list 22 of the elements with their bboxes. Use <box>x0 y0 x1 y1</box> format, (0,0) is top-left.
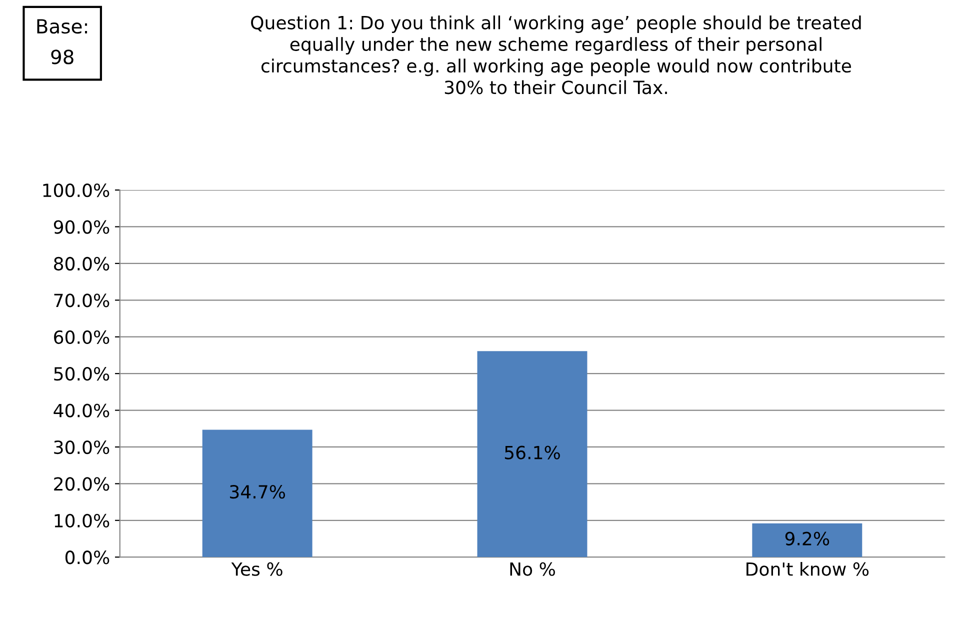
bar <box>752 523 862 558</box>
x-tick-label: Don't know % <box>746 562 869 576</box>
y-tick-label: 70.0% <box>54 294 110 308</box>
y-tick-label: 40.0% <box>54 404 110 418</box>
y-tick-label: 80.0% <box>54 256 110 271</box>
data-label: 56.1% <box>504 446 560 460</box>
y-tick-label: 50.0% <box>54 367 110 381</box>
y-tick-label: 0.0% <box>65 550 110 564</box>
y-tick-label: 30.0% <box>54 440 110 454</box>
y-tick-label: 100.0% <box>43 183 110 198</box>
y-tick-label: 20.0% <box>54 477 110 491</box>
y-tick-label: 10.0% <box>54 514 110 528</box>
y-tick-label: 90.0% <box>54 220 110 234</box>
data-label: 34.7% <box>230 484 286 499</box>
x-tick-label: Yes % <box>231 562 282 576</box>
x-tick-label: No % <box>510 562 555 576</box>
chart-title: Question 1: Do you think all ‘working age’ people should be treated equally under the new scheme regardless of their personal circumstances? e.g. all working age people would now contribute 30% to their Council Tax. <box>251 15 861 94</box>
data-label: 9.2% <box>785 532 830 546</box>
bar <box>477 351 588 558</box>
y-tick-label: 60.0% <box>54 330 110 344</box>
bar <box>202 430 312 558</box>
text: Base: 98 <box>37 19 88 64</box>
